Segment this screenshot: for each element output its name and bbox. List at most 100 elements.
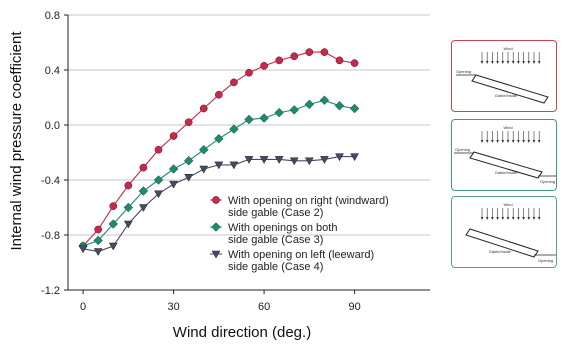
legend: With opening on right (windward) side gab…: [210, 195, 389, 273]
wind-arrowhead: [522, 217, 525, 220]
wind-arrowhead: [537, 61, 541, 64]
data-point: [123, 202, 134, 213]
data-point: [184, 174, 194, 182]
wind-arrowhead: [485, 61, 489, 64]
wind-arrowhead: [501, 217, 505, 220]
data-point: [214, 133, 224, 144]
wind-arrowhead: [480, 140, 484, 143]
data-point: [124, 181, 133, 190]
data-point: [245, 68, 253, 77]
data-point: [138, 204, 148, 213]
data-point: [229, 161, 239, 170]
x-tick-label: 60: [258, 301, 270, 313]
data-point: [275, 56, 284, 65]
wind-arrowhead: [527, 217, 531, 220]
data-point: [214, 90, 223, 99]
data-point: [183, 155, 194, 166]
wind-arrowhead: [527, 61, 531, 64]
wind-arrowhead: [496, 217, 499, 220]
data-point: [274, 156, 284, 164]
gable-label: Gable/Inside: [489, 249, 512, 254]
data-point: [199, 165, 209, 174]
x-tick-label: 30: [167, 301, 179, 313]
legend-item: With opening on right (windward)side gab…: [210, 195, 389, 219]
data-point: [289, 105, 300, 115]
wind-arrowhead: [522, 140, 525, 143]
data-point: [244, 114, 254, 125]
data-point: [259, 113, 269, 123]
data-point: [123, 220, 133, 229]
wind-arrowhead: [491, 61, 494, 64]
data-point: [153, 175, 164, 185]
grid-lines: [68, 14, 430, 236]
case-4-diagram: Wind Gable/Inside Opening: [465, 202, 556, 263]
legend-label: side gable (Case 3): [228, 234, 323, 246]
data-point: [304, 99, 315, 110]
data-point: [289, 157, 299, 166]
data-point: [139, 163, 148, 172]
wind-arrowhead: [537, 217, 541, 220]
data-point: [199, 104, 208, 113]
data-point: [169, 180, 179, 189]
data-point: [349, 103, 360, 114]
wind-arrows: [480, 52, 541, 64]
legend-label: With opening on right (windward): [228, 195, 389, 207]
wind-arrowhead: [511, 140, 515, 143]
wind-arrowhead: [517, 61, 520, 64]
wind-arrowhead: [501, 140, 505, 143]
chart: -1.2 -0.8 -0.4 0.0 0.4 0.8 0 30 60 90 Wind direct…: [8, 10, 430, 341]
wind-arrowhead: [511, 61, 515, 64]
data-point: [154, 145, 163, 154]
series-2: [78, 95, 360, 251]
case-2-diagram-panel: Wind Opening Gable/Inside: [451, 40, 557, 112]
wind-arrows: [480, 208, 541, 220]
data-point: [350, 59, 359, 67]
legend-label: With opening on left (leeward): [228, 249, 374, 261]
tick-labels: -1.2 -0.8 -0.4 0.0 0.4 0.8 0 30 60 90: [41, 10, 361, 313]
wind-arrowhead: [501, 61, 505, 64]
series-3: [78, 153, 360, 257]
y-tick-label: 0.0: [45, 120, 60, 132]
legend-item: With opening on left (leeward)side gable…: [210, 249, 374, 273]
opening-label-right: Opening: [540, 179, 555, 184]
data-point: [93, 235, 103, 246]
case-2-diagram: Wind Opening Gable/Inside: [456, 46, 549, 104]
gable-label: Gable/Inside: [495, 93, 518, 98]
x-tick-label: 0: [80, 301, 86, 313]
data-point: [304, 157, 314, 166]
data-point: [319, 95, 330, 106]
data-point: [154, 190, 163, 199]
wind-arrowhead: [537, 140, 541, 143]
wind-arrowhead: [532, 217, 536, 220]
wind-arrowhead: [517, 140, 520, 143]
y-tick-label: 0.8: [45, 10, 60, 22]
data-point: [260, 62, 268, 70]
data-point: [274, 107, 284, 118]
data-point: [335, 153, 344, 162]
wind-arrowhead: [522, 61, 525, 64]
x-tick-label: 90: [348, 301, 360, 313]
data-point: [320, 48, 329, 56]
gable-label: Gable/Inside: [495, 170, 518, 175]
x-axis-label: Wind direction (deg.): [173, 324, 311, 341]
data-point: [93, 248, 103, 257]
data-point: [108, 242, 118, 251]
wind-arrowhead: [491, 140, 494, 143]
wind-arrowhead: [491, 217, 494, 220]
data-point: [229, 124, 239, 134]
opening-label-left: Opening: [455, 147, 470, 152]
data-point: [168, 164, 179, 174]
y-tick-label: 0.4: [45, 65, 60, 77]
data-point: [169, 132, 178, 140]
y-tick-label: -0.4: [41, 175, 60, 187]
data-point: [259, 156, 269, 164]
legend-marker: [212, 196, 220, 204]
data-point: [350, 153, 360, 162]
wind-arrowhead: [496, 61, 499, 64]
legend-marker: [211, 222, 221, 232]
opening-label-left: Opening: [456, 69, 471, 74]
wind-arrowhead: [480, 61, 484, 64]
data-point: [198, 144, 209, 155]
wind-arrowhead: [506, 61, 510, 64]
